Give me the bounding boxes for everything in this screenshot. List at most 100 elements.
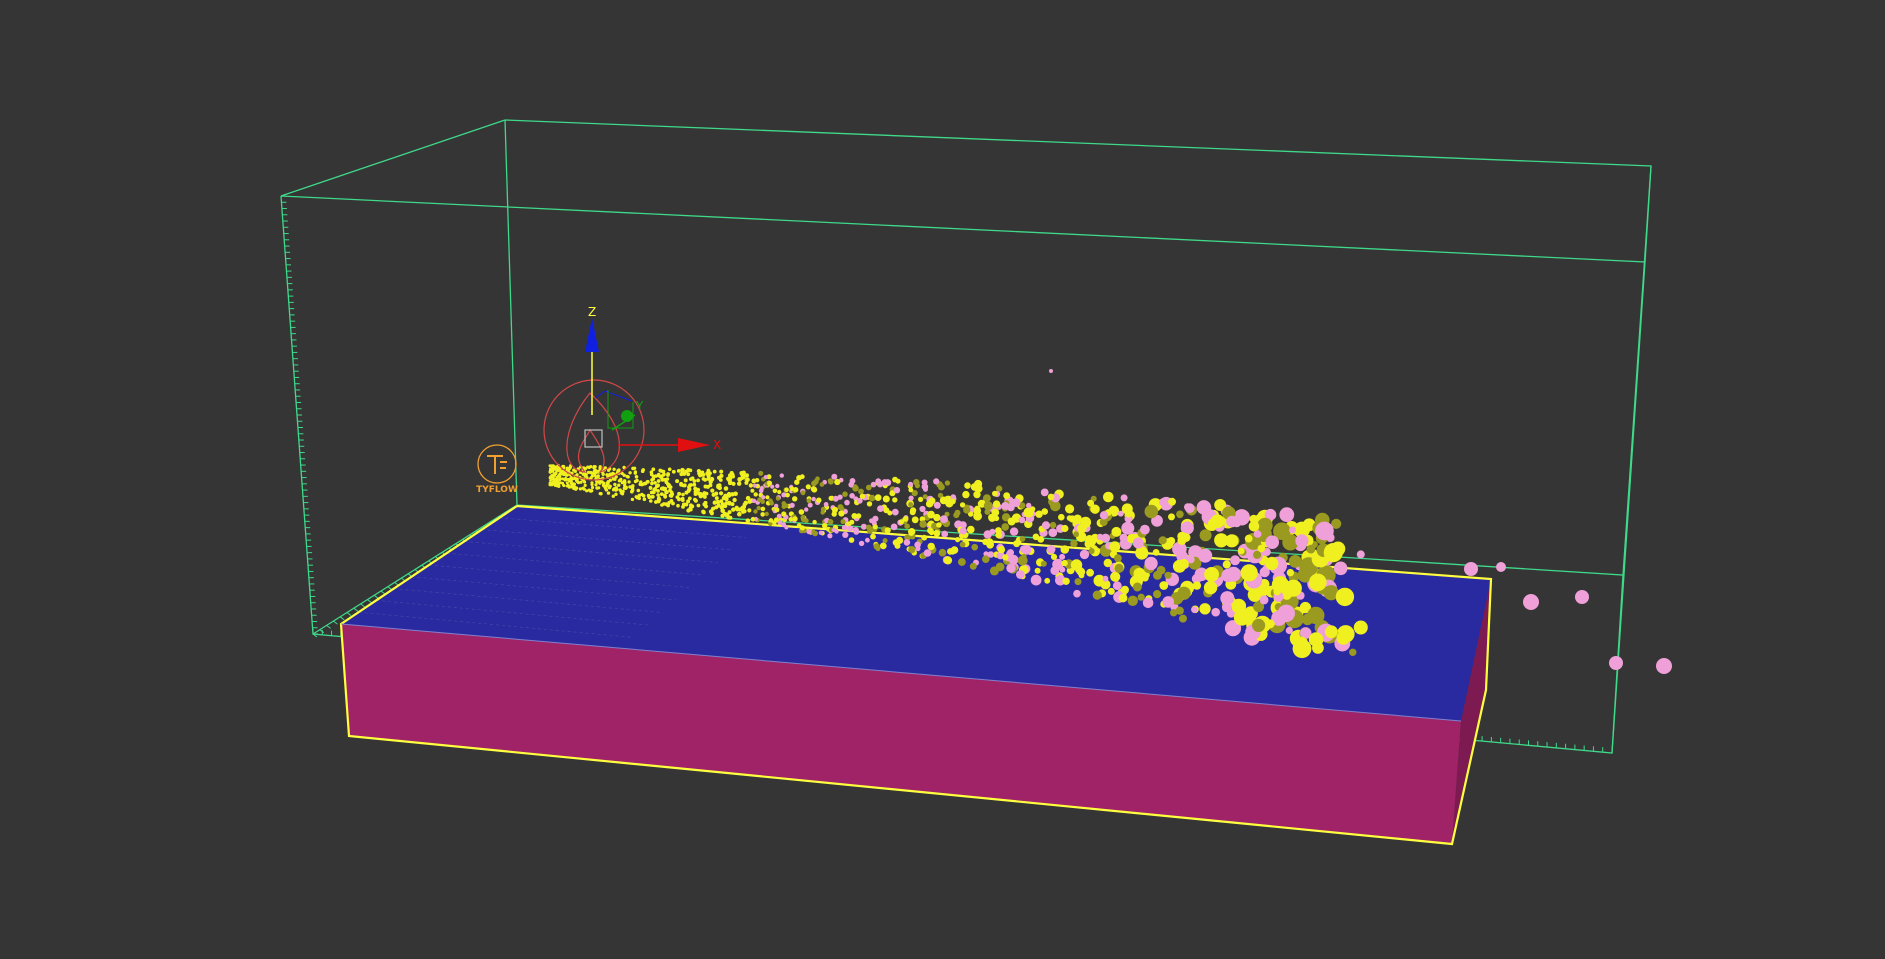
particle [589,470,593,475]
particle [872,515,879,522]
particle [1059,553,1066,560]
particle [1044,577,1051,584]
tyflow-logo-text: TYFLOW [476,485,518,495]
particle [557,474,561,478]
particle [893,487,901,494]
particle [1309,573,1327,592]
particle [1264,508,1277,521]
particle [630,497,635,502]
particle [1120,494,1128,502]
particle [796,475,802,481]
particle [1059,566,1066,573]
particle [1075,565,1083,574]
particle [842,531,849,539]
particle [569,485,573,489]
particle [1349,648,1357,656]
particle [810,529,816,535]
particle [1523,594,1539,610]
particle [652,487,657,492]
particle [813,478,819,485]
particle [810,486,817,492]
particle [1180,521,1194,535]
particle [753,509,758,514]
particle [1224,620,1242,637]
x-axis-arrow[interactable] [678,438,710,452]
particle [1204,567,1219,582]
particle [592,471,596,476]
particle [1288,555,1302,568]
tyflow-logo-icon[interactable]: TYFLOW [476,444,518,495]
particle-system[interactable] [548,369,1673,674]
particle [1253,601,1265,613]
particle [753,492,758,497]
particle [647,495,651,500]
particle [1184,503,1192,511]
particle [875,478,882,485]
particle [1101,533,1111,543]
y-axis-label: Y [635,399,644,413]
particle [635,478,639,483]
particle [692,479,697,483]
particle [927,510,935,519]
particle [1156,565,1166,575]
particle [756,505,761,511]
tank-front-face[interactable] [341,624,1461,844]
particle [692,482,697,487]
particle [887,510,893,516]
particle [607,473,611,477]
particle [719,473,724,478]
particle [599,492,603,496]
particle [1151,514,1163,527]
particle [892,476,898,483]
particle [688,483,692,488]
particle [614,486,618,490]
particle [798,509,805,515]
particle [745,518,751,523]
particle [841,524,848,531]
particle [710,488,715,493]
particle [1168,497,1176,506]
particle [719,469,724,474]
particle [1140,524,1150,535]
particle [602,481,606,485]
particle [1090,504,1100,514]
particle [1107,587,1115,595]
particle [561,477,565,481]
particle [712,500,717,505]
particle [995,485,1003,492]
particle [732,497,737,503]
z-axis-arrow[interactable] [585,318,599,352]
particle [730,502,735,507]
particle [667,500,671,505]
particle [572,468,576,472]
particle [1199,529,1212,542]
particle [677,497,681,502]
particle [1247,587,1262,602]
particle [719,491,724,496]
particle [740,472,745,477]
transform-gizmo[interactable]: Z X Y [585,305,721,452]
tank-edge [340,623,1462,722]
y-axis-arrow[interactable] [621,410,633,422]
particle [1019,545,1028,553]
particle [717,485,722,491]
particle [608,484,612,488]
particle [1016,570,1025,579]
particle [1293,521,1310,538]
particle [941,530,949,538]
particle [572,482,577,486]
particle [1179,558,1189,569]
particle [1238,547,1245,555]
particle [775,483,780,489]
particle [908,481,914,487]
particle [641,468,645,472]
particle [656,479,661,483]
particle [656,483,660,488]
fire-source-icon[interactable] [543,379,645,481]
particle [575,473,579,477]
particle [1103,558,1113,568]
particle [806,498,812,504]
particle [933,529,941,537]
particle [656,472,661,477]
